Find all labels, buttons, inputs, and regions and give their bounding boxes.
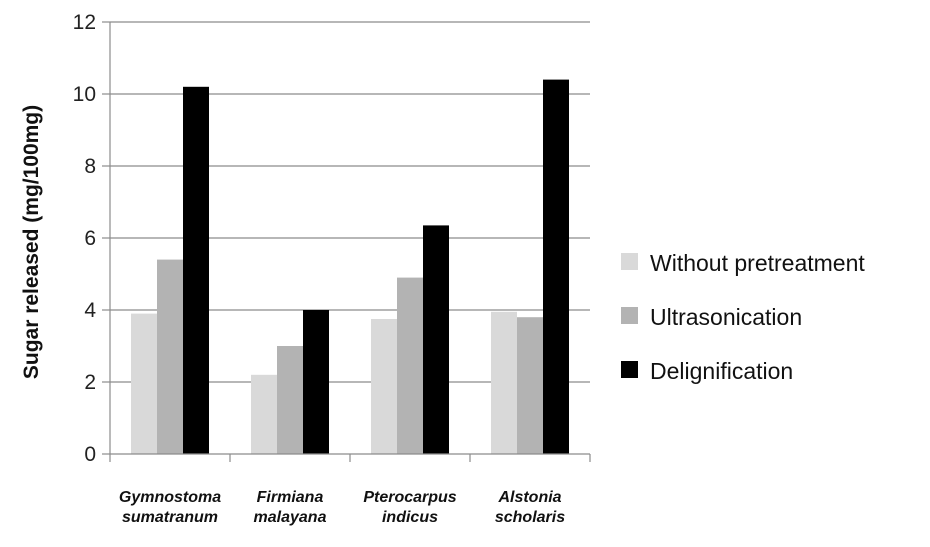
bar-delignification <box>303 310 329 454</box>
legend-swatch <box>621 307 638 324</box>
bar-ultrasonication <box>277 346 303 454</box>
x-tick-label-line: Gymnostoma <box>119 489 221 506</box>
y-tick-label: 6 <box>84 227 96 250</box>
x-tick-labels: Gymnostoma sumatranum Firmiana malayana Pter… <box>119 489 565 526</box>
y-tick-label: 10 <box>73 83 96 106</box>
bar-delignification <box>423 225 449 454</box>
x-tick-label-line: Alstonia <box>497 489 561 506</box>
x-tick-label: Firmiana malayana <box>254 489 327 526</box>
legend-label: Without pretreatment <box>650 250 865 276</box>
bars <box>131 79 569 455</box>
x-tick-label: Gymnostoma sumatranum <box>119 489 221 526</box>
x-tick-label: Pterocarpus indicus <box>363 489 456 526</box>
x-tick-label-line: Firmiana <box>257 489 324 506</box>
y-tick-label: 4 <box>84 299 96 322</box>
x-tick-label-line: scholaris <box>495 509 565 526</box>
y-tick-label: 2 <box>84 371 96 394</box>
bar-ultrasonication <box>397 277 423 454</box>
y-tick-label: 12 <box>73 11 96 34</box>
bar-without-pretreatment <box>131 313 157 454</box>
legend: Without pretreatment Ultrasonication Delig… <box>621 250 865 384</box>
y-tick-label: 8 <box>84 155 96 178</box>
x-tick-label-line: Pterocarpus <box>363 489 456 506</box>
x-tick-label: Alstonia scholaris <box>495 489 565 526</box>
y-tick-labels: 0 2 4 6 8 10 12 <box>73 11 97 466</box>
bar-ultrasonication <box>517 317 543 454</box>
bar-delignification <box>183 86 209 455</box>
bar-ultrasonication <box>157 259 183 454</box>
legend-swatch <box>621 253 638 270</box>
legend-swatch <box>621 361 638 378</box>
x-tick-label-line: sumatranum <box>122 509 218 526</box>
x-tick-label-line: malayana <box>254 509 327 526</box>
legend-label: Delignification <box>650 358 793 384</box>
x-tick-label-line: indicus <box>382 509 438 526</box>
legend-label: Ultrasonication <box>650 304 802 330</box>
bar-without-pretreatment <box>371 319 397 454</box>
y-tick-label: 0 <box>84 443 96 466</box>
axes <box>109 22 591 462</box>
bar-delignification <box>543 79 569 454</box>
bar-without-pretreatment <box>251 374 277 454</box>
bar-without-pretreatment <box>491 311 517 454</box>
y-axis-label: Sugar released (mg/100mg) <box>20 105 43 379</box>
